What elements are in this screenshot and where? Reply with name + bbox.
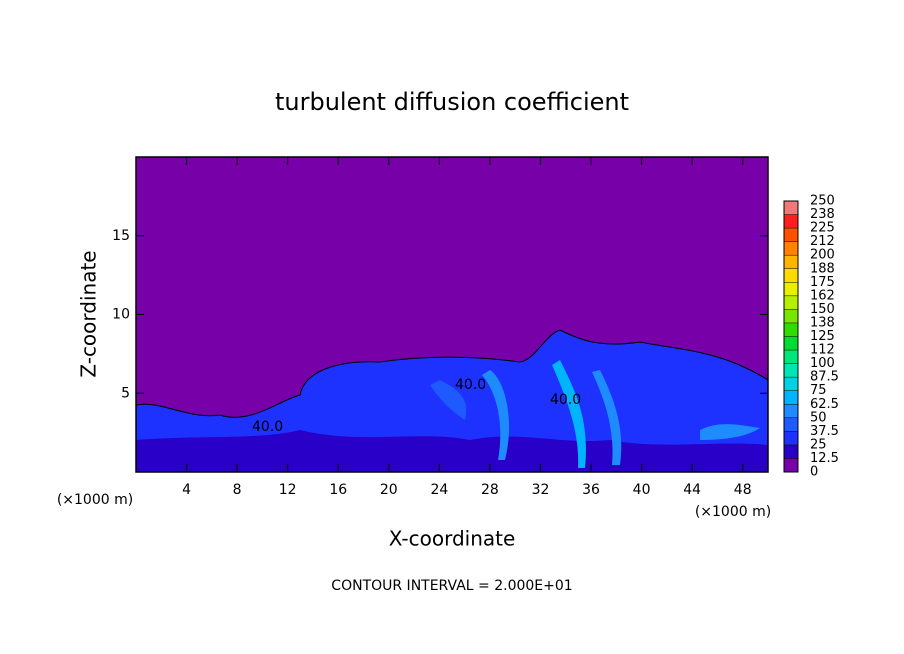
x-tick-label: 12 <box>279 482 297 498</box>
colorbar-label: 175 <box>810 275 835 290</box>
x-tick-label: 44 <box>683 482 701 498</box>
colorbar-label: 62.5 <box>810 397 839 412</box>
colorbar-label: 87.5 <box>810 370 839 385</box>
colorbar-band <box>784 458 798 472</box>
colorbar-band <box>784 322 798 337</box>
colorbar-label: 250 <box>810 194 835 209</box>
field-region <box>552 360 586 468</box>
x-tick-label: 8 <box>233 482 242 498</box>
field-region <box>592 370 622 465</box>
colorbar-label: 150 <box>810 302 835 317</box>
colorbar-label: 162 <box>810 288 835 303</box>
colorbar-label: 112 <box>810 343 835 358</box>
contour-label: 40.0 <box>252 419 283 435</box>
footnote: CONTOUR INTERVAL = 2.000E+01 <box>331 578 572 594</box>
colorbar-band <box>784 282 798 296</box>
field-region <box>482 370 510 460</box>
contour-label: 40.0 <box>550 392 581 408</box>
x-tick-label: 20 <box>380 482 398 498</box>
x-tick-label: 28 <box>481 482 499 498</box>
x-tick-label: 48 <box>734 482 752 498</box>
field-region <box>430 380 467 420</box>
colorbar-band <box>784 404 798 418</box>
y-tick-label: 5 <box>121 385 130 401</box>
colorbar-label: 212 <box>810 234 835 249</box>
colorbar-label: 75 <box>810 383 827 398</box>
field-region <box>136 430 768 472</box>
y-axis-label: Z-coordinate <box>77 250 101 377</box>
colorbar-band <box>784 417 798 432</box>
y-tick-label: 10 <box>112 307 130 323</box>
x-tick-label: 24 <box>430 482 448 498</box>
colorbar-band <box>784 336 798 351</box>
field <box>135 157 769 473</box>
colorbar-label: 50 <box>810 410 827 425</box>
colorbar-band <box>784 268 798 283</box>
colorbar-band <box>784 241 798 256</box>
colorbar-band <box>784 255 798 269</box>
colorbar-label: 25 <box>810 437 827 452</box>
x-tick-label: 40 <box>633 482 651 498</box>
colorbar-label: 138 <box>810 315 835 330</box>
colorbar-band <box>784 390 798 405</box>
colorbar-label: 0 <box>810 465 818 480</box>
x-tick-label: 16 <box>329 482 347 498</box>
x-tick-label: 4 <box>182 482 191 498</box>
colorbar-band <box>784 214 798 229</box>
x-axis-label: X-coordinate <box>389 527 516 551</box>
colorbar-band <box>784 201 798 215</box>
colorbar-band <box>784 295 798 310</box>
colorbar-label: 125 <box>810 329 835 344</box>
y-tick-label: 15 <box>112 228 130 244</box>
contour-label: 40.0 <box>455 377 486 393</box>
colorbar-label: 225 <box>810 221 835 236</box>
colorbar-band <box>784 377 798 391</box>
colorbar-band <box>784 363 798 378</box>
colorbar-band <box>784 309 798 323</box>
colorbar-label: 37.5 <box>810 424 839 439</box>
field-region <box>700 424 760 440</box>
colorbar-band <box>784 350 798 364</box>
y-unit: (×1000 m) <box>695 504 771 520</box>
x-tick-label: 36 <box>582 482 600 498</box>
colorbar-label: 100 <box>810 356 835 371</box>
colorbar-label: 188 <box>810 261 835 276</box>
chart-title: turbulent diffusion coefficient <box>275 88 629 116</box>
colorbar-label: 12.5 <box>810 451 839 466</box>
x-unit: (×1000 m) <box>57 492 133 508</box>
colorbar-band <box>784 444 798 459</box>
x-tick-label: 32 <box>532 482 550 498</box>
colorbar-band <box>784 431 798 445</box>
colorbar-label: 238 <box>810 207 835 222</box>
colorbar-label: 200 <box>810 248 835 263</box>
colorbar-band <box>784 228 798 242</box>
